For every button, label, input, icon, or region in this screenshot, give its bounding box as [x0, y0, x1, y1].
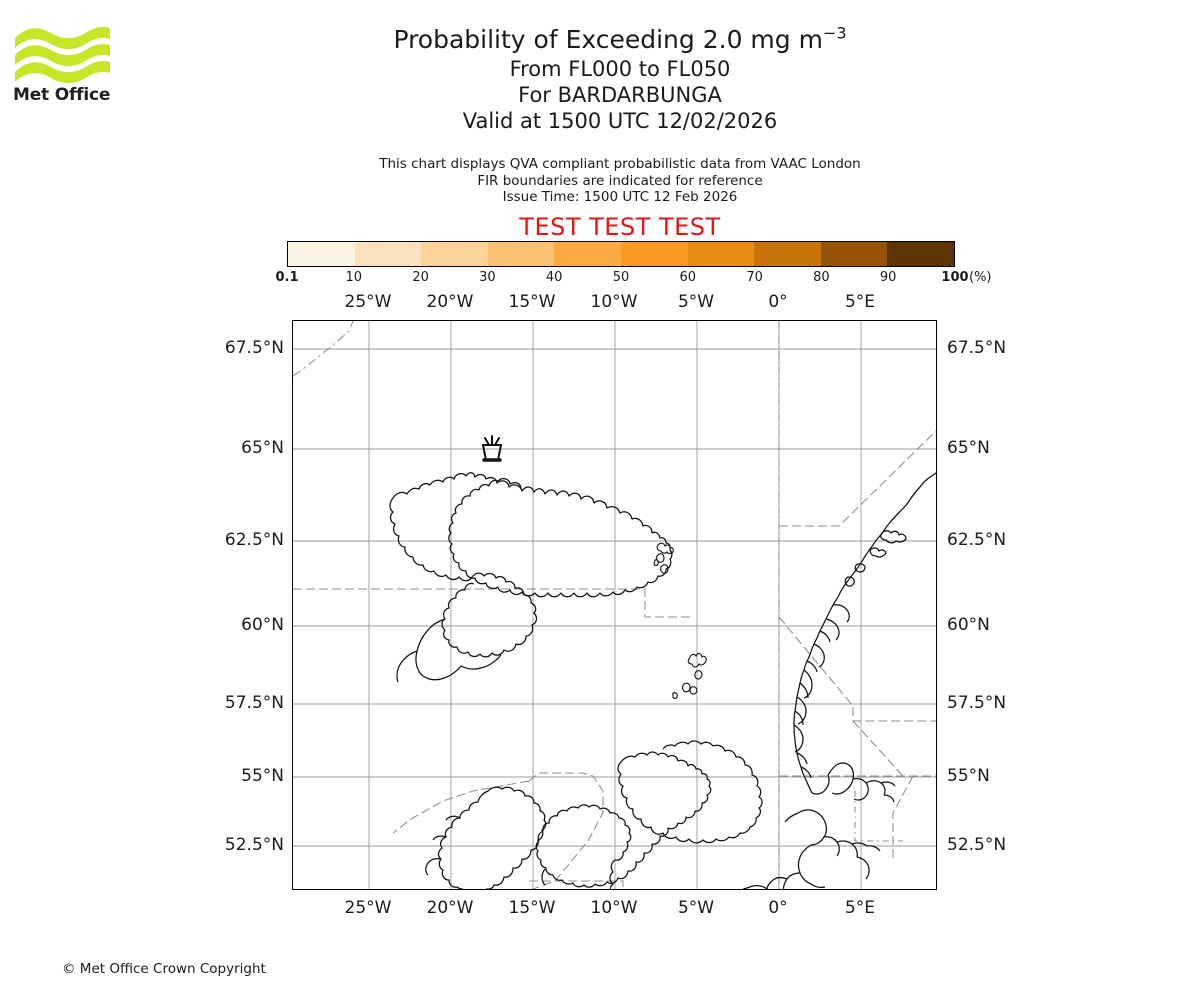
- colorbar-segment-3: [487, 242, 555, 266]
- norway-coastline: [793, 472, 936, 795]
- colorbar-segment-7: [754, 242, 821, 266]
- flight-level-line: From FL000 to FL050: [509, 57, 731, 81]
- lat-label-left-5: 55°N: [241, 766, 284, 786]
- colorbar-unit-label: (%): [969, 270, 992, 285]
- colorbar-segment-9: [887, 242, 954, 266]
- lon-label-bottom-0: 25°W: [344, 898, 392, 918]
- lat-label-left-2: 62.5°N: [224, 530, 284, 550]
- lat-label-right-6: 52.5°N: [947, 835, 1007, 855]
- colorbar-segment-5: [620, 242, 688, 266]
- test-banner: TEST TEST TEST: [519, 213, 721, 241]
- lon-label-top-3: 10°W: [590, 292, 638, 312]
- colorbar-tick-10: 10: [345, 270, 363, 285]
- lon-label-bottom-4: 5°W: [677, 898, 715, 918]
- note-qva-line: This chart displays QVA compliant probab…: [379, 156, 861, 172]
- colorbar-tick-100: 100: [941, 270, 969, 285]
- colorbar-segment-6: [687, 242, 755, 266]
- lat-label-left-0: 67.5°N: [224, 338, 284, 358]
- lat-label-right-1: 65°N: [947, 438, 990, 458]
- lon-label-top-1: 20°W: [426, 292, 474, 312]
- page-title: Probability of Exceeding 2.0 mg m−3: [160, 24, 1080, 56]
- colorbar-segment-0: [288, 242, 355, 266]
- great-britain-coastline: [535, 740, 763, 889]
- colorbar-gradient: [287, 241, 955, 267]
- colorbar-tick-50: 50: [612, 270, 630, 285]
- iceland-coastline: [389, 472, 673, 683]
- colorbar-segment-8: [820, 242, 888, 266]
- page-title-exponent: −3: [822, 23, 847, 43]
- lon-label-bottom-1: 20°W: [426, 898, 474, 918]
- probability-colorbar: [287, 241, 955, 267]
- shetland-orkney-coastline: [672, 652, 707, 700]
- chart-title-block: Probability of Exceeding 2.0 mg m−3 From…: [160, 24, 1080, 134]
- lon-label-top-2: 15°W: [508, 292, 556, 312]
- lat-label-left-4: 57.5°N: [224, 693, 284, 713]
- colorbar-segment-2: [421, 242, 488, 266]
- note-fir-line: FIR boundaries are indicated for referen…: [477, 172, 763, 189]
- chart-notes-block: This chart displays QVA compliant probab…: [160, 156, 1080, 206]
- fir-boundaries: [293, 321, 936, 889]
- lat-label-left-1: 65°N: [241, 438, 284, 458]
- copyright-notice: © Met Office Crown Copyright: [62, 961, 266, 977]
- lon-label-bottom-3: 10°W: [590, 898, 638, 918]
- colorbar-tick-labels: 0.1 10 20 30 40 50 60 70 80 90 100: [275, 270, 968, 288]
- lon-label-top-5: 0°: [768, 292, 788, 312]
- lat-label-left-3: 60°N: [241, 615, 284, 635]
- colorbar-tick-30: 30: [479, 270, 496, 285]
- issue-time-line: Issue Time: 1500 UTC 12 Feb 2026: [502, 189, 738, 205]
- valid-time-line: Valid at 1500 UTC 12/02/2026: [462, 109, 778, 133]
- colorbar-tick-20: 20: [412, 270, 429, 285]
- faroe-islands-coastline: [653, 542, 674, 574]
- colorbar-tick-0.1: 0.1: [275, 270, 299, 285]
- lon-label-top-0: 25°W: [344, 292, 392, 312]
- met-office-wave-icon: [15, 27, 110, 84]
- lat-label-right-0: 67.5°N: [947, 338, 1007, 358]
- colorbar-segment-1: [354, 242, 422, 266]
- lon-label-top-4: 5°W: [677, 292, 715, 312]
- colorbar-tick-40: 40: [545, 270, 563, 285]
- lat-label-right-2: 62.5°N: [947, 530, 1007, 550]
- colorbar-tick-80: 80: [813, 270, 830, 285]
- colorbar-tick-90: 90: [879, 270, 897, 285]
- lat-label-right-3: 60°N: [947, 615, 990, 635]
- map-canvas: [293, 321, 936, 889]
- met-office-logo: Met Office: [13, 22, 113, 112]
- denmark-coastline: [827, 762, 896, 803]
- met-office-logo-text: Met Office: [13, 85, 111, 105]
- ireland-coastline: [425, 786, 547, 889]
- map-plot-area[interactable]: [292, 320, 937, 890]
- volcano-marker-bardarbunga: [482, 435, 502, 462]
- lon-label-bottom-6: 5°E: [844, 898, 876, 918]
- lon-label-top-6: 5°E: [844, 292, 876, 312]
- lon-label-bottom-2: 15°W: [508, 898, 556, 918]
- volcano-name-line: For BARDARBUNGA: [518, 83, 722, 107]
- colorbar-tick-60: 60: [679, 270, 697, 285]
- lat-label-left-6: 52.5°N: [224, 835, 284, 855]
- colorbar-segment-4: [554, 242, 621, 266]
- lat-label-right-4: 57.5°N: [947, 693, 1007, 713]
- page-title-text: Probability of Exceeding 2.0 mg m: [393, 25, 823, 54]
- continental-europe-coastline: [742, 809, 881, 889]
- lon-label-bottom-5: 0°: [768, 898, 788, 918]
- lat-label-right-5: 55°N: [947, 766, 990, 786]
- colorbar-tick-70: 70: [746, 270, 763, 285]
